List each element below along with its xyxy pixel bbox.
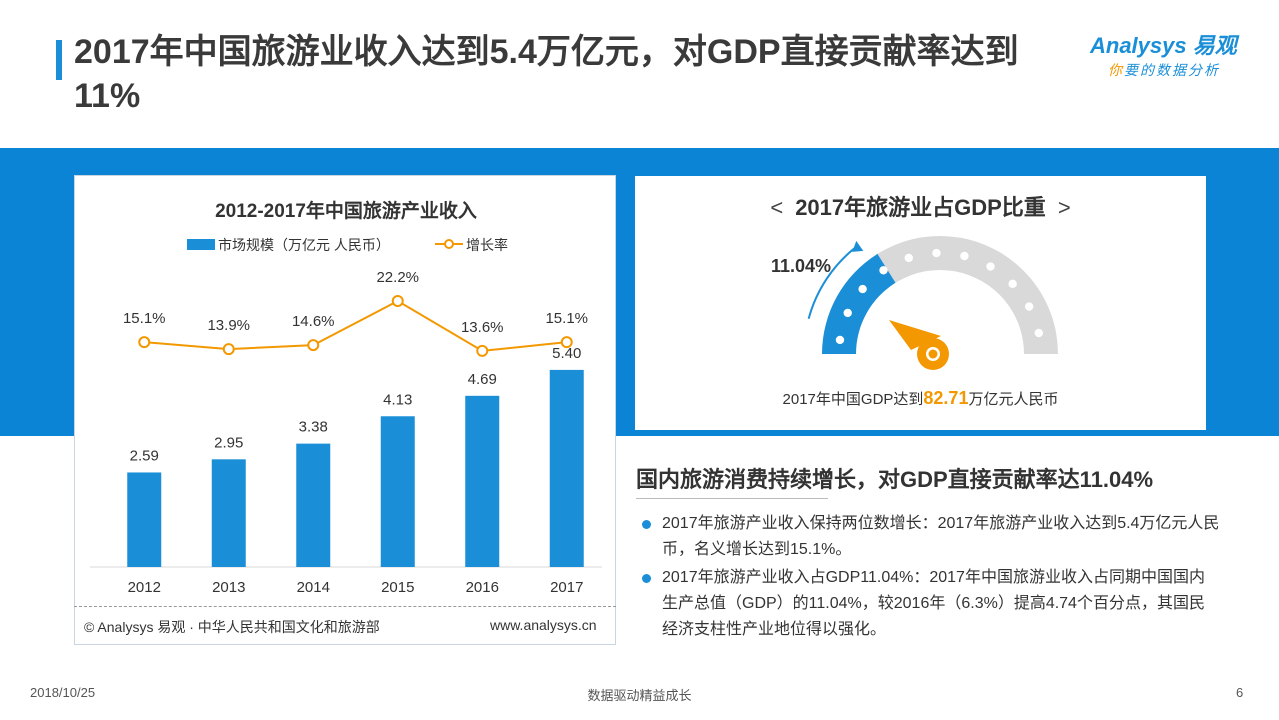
growth-point: [222, 343, 235, 356]
gdp-value: 82.71: [923, 388, 969, 408]
chart-source: © Analysys 易观 · 中华人民共和国文化和旅游部: [84, 619, 380, 635]
bullet-dot-icon: [642, 574, 651, 583]
summary-bullet: 2017年旅游产业收入保持两位数增长：2017年旅游产业收入达到5.4万亿元人民…: [640, 511, 1220, 563]
gauge-fill: [822, 253, 896, 354]
bar-value-label: 3.38: [299, 419, 328, 436]
summary-bullet: 2017年旅游产业收入占GDP11.04%：2017年中国旅游业收入占同期中国国…: [640, 565, 1220, 643]
x-tick-label: 2017: [550, 579, 583, 596]
page-title: 2017年中国旅游业收入达到5.4万亿元，对GDP直接贡献率达到11%: [74, 33, 1019, 115]
growth-point: [138, 336, 151, 349]
gauge-track: [829, 235, 1058, 354]
gdp-gauge: [807, 235, 1058, 370]
chart-footer-divider: [74, 606, 616, 607]
growth-value-label: 15.1%: [123, 310, 166, 327]
bar-value-label: 4.13: [383, 391, 412, 408]
logo-tagline: 你要的数据分析: [1108, 60, 1220, 80]
bar-value-label: 5.40: [552, 345, 581, 362]
logo-brand: Analysys 易观: [1090, 33, 1237, 58]
bar: [380, 416, 415, 567]
logo-tagline-rest: 要的数据分析: [1124, 62, 1220, 78]
gauge-tick-dot: [1024, 302, 1034, 311]
summary-heading: 国内旅游消费持续增长，对GDP直接贡献率达11.04%: [636, 467, 1154, 492]
gdp-share-title-row: <2017年旅游业占GDP比重 >: [635, 190, 1206, 222]
title-accent-bar: [56, 40, 62, 80]
summary-bullet-text: 2017年旅游产业收入保持两位数增长：2017年旅游产业收入达到5.4万亿元人民…: [662, 515, 1220, 558]
growth-value-label: 13.9%: [207, 317, 250, 334]
gauge-tick-dot: [858, 284, 867, 294]
growth-value-label: 14.6%: [292, 313, 335, 330]
gauge-arrow-head: [852, 240, 864, 252]
bar: [296, 443, 331, 567]
footer-slogan: 数据驱动精益成长: [587, 688, 692, 703]
bar-value-label: 4.69: [468, 371, 497, 388]
bullet-dot-icon: [642, 520, 651, 529]
x-tick-label: 2014: [297, 579, 330, 596]
gdp-share-card: <2017年旅游业占GDP比重 > 11.04% 2017年中国GDP达到82.7…: [635, 176, 1206, 430]
x-tick-label: 2012: [128, 579, 161, 596]
chart-site: www.analysys.cn: [490, 617, 597, 633]
gauge-needle: [889, 320, 941, 350]
chart-title: 2012-2017年中国旅游产业收入: [215, 199, 477, 222]
summary-bullet-text: 2017年旅游产业收入占GDP11.04%：2017年中国旅游业收入占同期中国国…: [662, 569, 1205, 638]
legend-line-marker: [444, 239, 454, 249]
gauge-tick-dot: [843, 308, 852, 318]
gauge-tick-dot: [960, 251, 969, 261]
growth-value-label: 13.6%: [461, 319, 504, 336]
page-number: 6: [1236, 685, 1244, 700]
gauge-tick-dot: [1034, 328, 1043, 338]
revenue-chart-card: 2012-2017年中国旅游产业收入市场规模（万亿元 人民币） 增长率 2.59 20…: [74, 175, 616, 645]
gdp-share-title: 2017年旅游业占GDP比重: [795, 195, 1046, 220]
gauge-arrow: [807, 246, 857, 320]
chevron-left-icon: <: [770, 195, 784, 220]
gauge-tick-dot: [835, 335, 845, 345]
gdp-share-percent: 11.04%: [771, 256, 832, 276]
gauge-tick-dot: [879, 266, 888, 275]
bar: [211, 459, 246, 567]
growth-value-label: 15.1%: [545, 310, 588, 327]
growth-line: [144, 299, 567, 352]
bar: [465, 395, 500, 567]
gdp-total-line: 2017年中国GDP达到82.71万亿元人民币: [635, 388, 1206, 409]
x-tick-label: 2016: [466, 579, 499, 596]
growth-point: [391, 295, 404, 307]
legend-bar-swatch: [187, 239, 215, 250]
bar: [127, 472, 162, 567]
gdp-line-prefix: 2017年中国GDP达到: [782, 391, 924, 408]
bar: [549, 369, 584, 567]
x-tick-label: 2013: [212, 579, 245, 596]
growth-point: [307, 339, 320, 352]
x-tick-label: 2015: [381, 579, 414, 596]
bar-value-label: 2.59: [130, 447, 159, 464]
gauge-hub-center: [928, 349, 938, 359]
growth-point: [476, 344, 489, 357]
gauge-tick-dot: [932, 248, 941, 258]
summary-bullets: 2017年旅游产业收入保持两位数增长：2017年旅游产业收入达到5.4万亿元人民…: [640, 511, 1220, 645]
bar-value-label: 2.95: [214, 434, 243, 451]
logo-tagline-first: 你: [1108, 62, 1124, 78]
gauge-tick-dot: [986, 262, 995, 271]
chevron-right-icon: >: [1057, 195, 1071, 220]
analysys-logo: Analysys 易观 你要的数据分析: [1090, 28, 1260, 84]
footer-date: 2018/10/25: [30, 685, 96, 700]
legend-line-label: 增长率: [466, 237, 508, 253]
growth-value-label: 22.2%: [376, 269, 419, 286]
growth-point: [560, 336, 573, 349]
gauge-tick-dot: [904, 253, 913, 263]
legend-bar-label: 市场规模（万亿元 人民币）: [218, 237, 390, 253]
summary-underline: [636, 498, 828, 499]
gdp-line-suffix: 万亿元人民币: [968, 391, 1059, 408]
gauge-tick-dot: [1008, 279, 1017, 289]
